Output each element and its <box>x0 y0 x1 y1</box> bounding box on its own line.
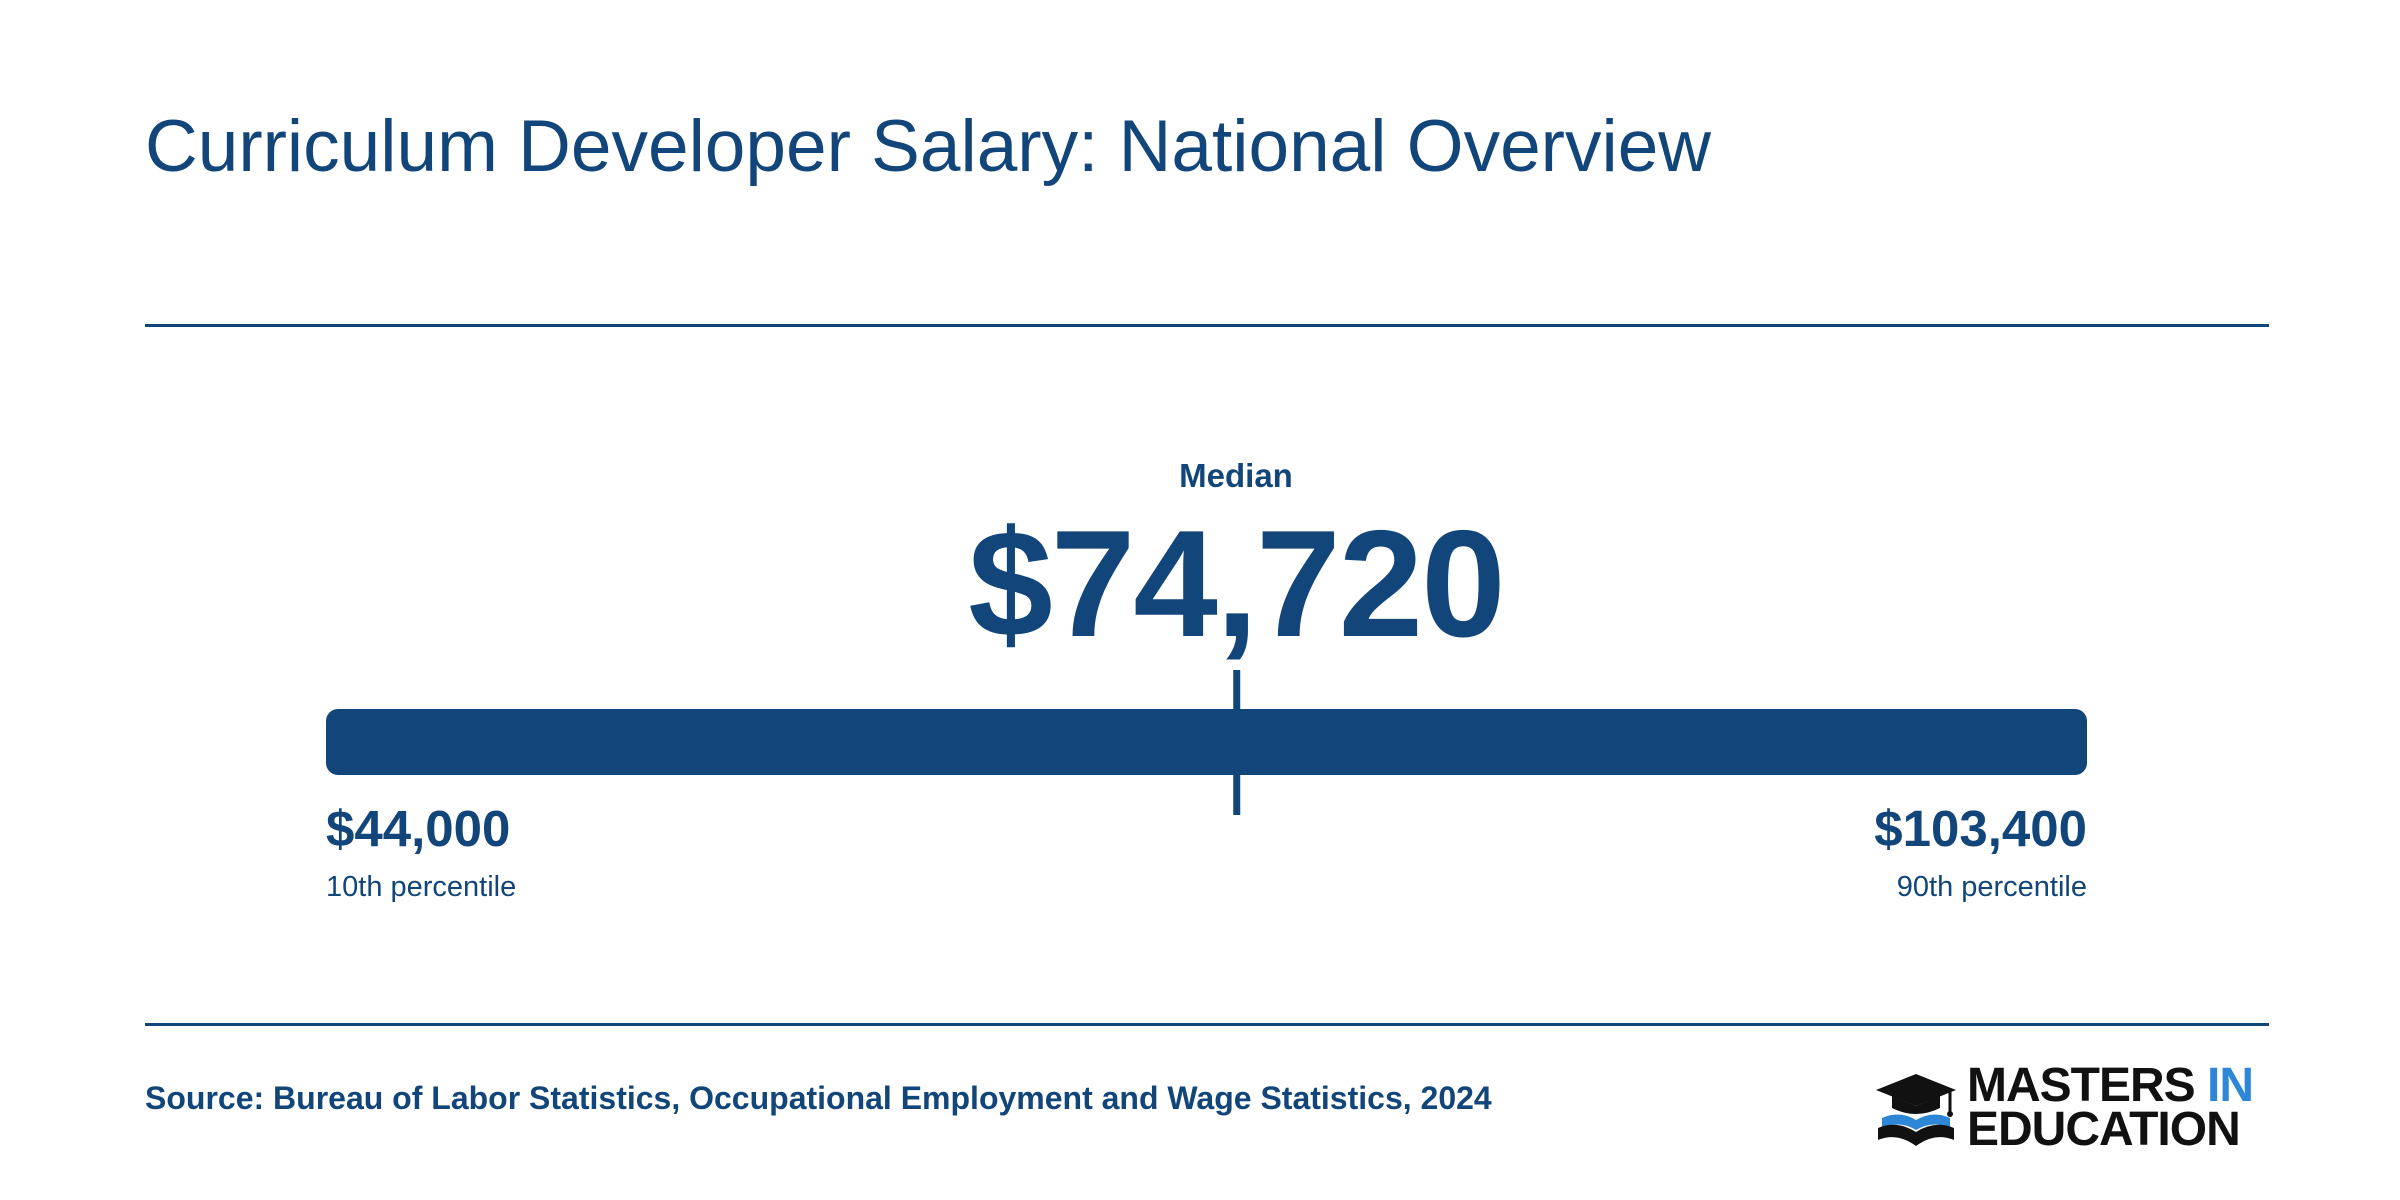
salary-range-bar <box>326 709 2087 775</box>
median-value: $74,720 <box>968 499 1505 669</box>
logo-word-in: IN <box>2207 1059 2254 1112</box>
low-percentile-label: 10th percentile <box>326 871 517 903</box>
low-percentile-value: $44,000 <box>326 800 511 857</box>
masters-in-education-logo: MASTERS IN EDUCATION <box>1872 1060 2272 1160</box>
source-note: Source: Bureau of Labor Statistics, Occu… <box>145 1080 1492 1116</box>
top-divider <box>145 324 2269 327</box>
logo-word-education: EDUCATION <box>1967 1103 2241 1156</box>
logo-wordmark: MASTERS IN EDUCATION <box>1967 1062 2254 1154</box>
bottom-divider <box>145 1023 2269 1026</box>
median-label: Median <box>1179 457 1293 494</box>
graduation-cap-book-icon <box>1876 1074 1956 1146</box>
high-percentile-value: $103,400 <box>1874 800 2087 857</box>
high-percentile-label: 90th percentile <box>1896 871 2087 903</box>
logo-word-masters: MASTERS <box>1967 1059 2196 1112</box>
page-title: Curriculum Developer Salary: National Ov… <box>145 106 1712 187</box>
